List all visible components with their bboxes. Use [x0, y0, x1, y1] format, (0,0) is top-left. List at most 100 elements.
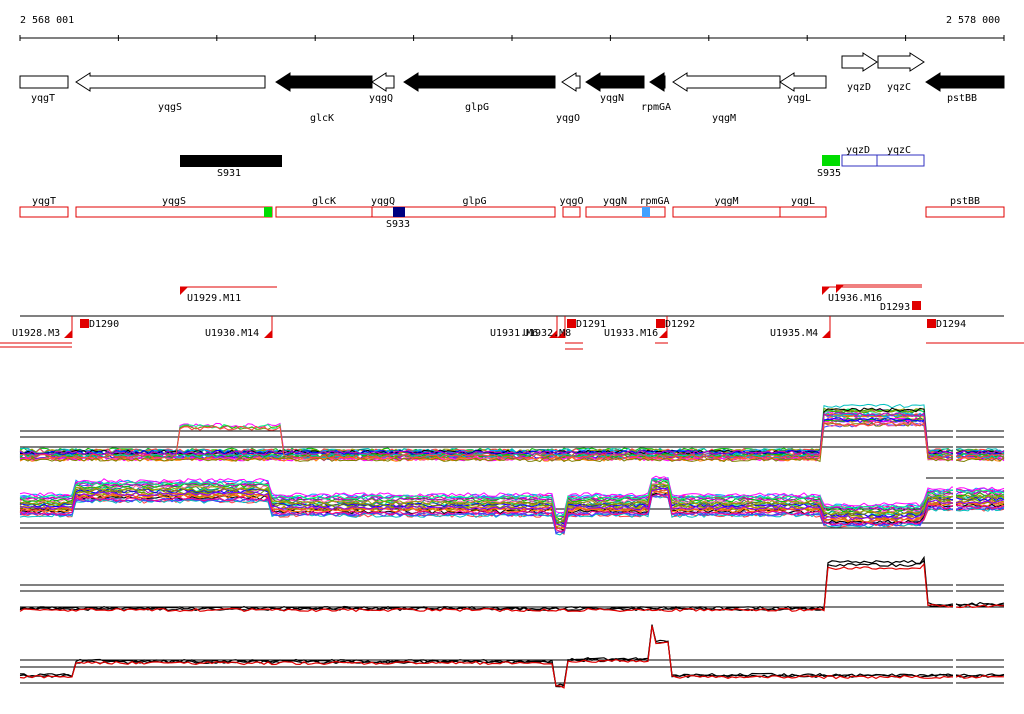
transcript-label-yqgM: yqgM: [714, 196, 738, 207]
blue-box-yqzd: [841, 154, 878, 167]
track2-profile-line: [20, 487, 1005, 528]
down-marker-square: [912, 301, 921, 310]
segment-s933-label: S933: [386, 219, 410, 230]
transcript-label-glcK: glcK: [312, 196, 336, 207]
blue-box-yqzc-label: yqzC: [887, 145, 911, 156]
down-marker-label-D1294: D1294: [936, 319, 966, 330]
down-marker-square: [927, 319, 936, 328]
track2-profile-line: [19, 478, 1005, 518]
track2-profile-line: [19, 493, 1005, 532]
gene-arrow-rpmGA: [649, 72, 666, 92]
downshift-label-U1935.M4: U1935.M4: [770, 328, 818, 339]
down-marker-label-D1292: D1292: [665, 319, 695, 330]
transcript-box-yqgN: [585, 206, 645, 218]
downshift-label-U1928.M3: U1928.M3: [12, 328, 60, 339]
transcript-box-yqgT: [19, 206, 69, 218]
track2-profile-line: [19, 483, 1005, 523]
transcript-label-yqgL: yqgL: [791, 196, 815, 207]
gene-arrow-yqgN: [585, 72, 645, 92]
transcript-box-yqgQ: [371, 206, 395, 218]
gene-arrow-yqgM: [672, 72, 781, 92]
track3-profile-line: [19, 559, 1005, 612]
transcript-box-pstBB: [925, 206, 1005, 218]
transcript-label-pstBB: pstBB: [950, 196, 980, 207]
downshift-flag: [549, 330, 557, 338]
down-marker-label-D1290: D1290: [89, 319, 119, 330]
transcript-label-yqgO: yqgO: [559, 196, 583, 207]
gene-label-rpmGA: rpmGA: [641, 102, 671, 113]
gene-label-glcK: glcK: [310, 113, 334, 124]
gene-arrow-yqgT: [19, 75, 69, 89]
gene-annotation-track: yqgT yqgS glcK yqgQ glpG yqgO yqgN rpmGA yqgM yqg…: [19, 52, 1005, 124]
gene-arrow-yqgQ: [371, 72, 395, 92]
downshift-label-U1932.M8: U1932.M8: [523, 328, 571, 339]
track1-profile-line: [19, 421, 1005, 463]
track1-profile-line: [19, 412, 1005, 456]
transcript-track: yqgT yqgS glcK yqgQ glpG yqgO yqgN rpmGA yqgM yqg…: [19, 196, 1005, 230]
transcript-marker-s933: [393, 207, 405, 217]
transcript-label-yqgN: yqgN: [603, 196, 627, 207]
gene-label-yqgM: yqgM: [712, 113, 736, 124]
gene-arrow-yqzC: [877, 52, 925, 72]
transcript-box-yqgO: [562, 206, 581, 218]
shift-markers-track: U1929.M11 U1936.M16 U1928.M3 U1930.M14 U1931…: [0, 284, 1024, 350]
segment-track: S931 S935 yqzD yqzC: [180, 145, 925, 179]
segment-s935-box: [822, 155, 840, 166]
transcript-label-rpmGA: rpmGA: [639, 196, 669, 207]
upshift-flag-extra: [836, 285, 844, 293]
gene-label-yqzD: yqzD: [847, 82, 871, 93]
transcript-box-yqgM: [672, 206, 781, 218]
gene-arrow-yqgO: [561, 72, 581, 92]
expression-tracks: [19, 400, 1005, 700]
track4-profile-line: [19, 625, 1005, 689]
upshift-label-U1936.M16: U1936.M16: [828, 293, 882, 304]
gene-arrow-glcK: [275, 72, 373, 92]
transcript-marker-green: [264, 207, 272, 217]
transcript-box-yqgL: [779, 206, 827, 218]
coordinate-ruler: 2 568 001 2 578 000: [19, 15, 1005, 41]
transcript-label-yqgQ: yqgQ: [371, 196, 395, 207]
downshift-flag: [659, 330, 667, 338]
track-gap: [953, 400, 956, 700]
gene-label-yqgL: yqgL: [787, 93, 811, 104]
down-marker-label-D1293: D1293: [880, 302, 910, 313]
transcript-box-glpG: [393, 206, 556, 218]
down-marker-label-D1291: D1291: [576, 319, 606, 330]
track3-profile-line: [19, 555, 1005, 611]
ruler-start-label: 2 568 001: [20, 15, 74, 26]
gene-arrow-glpG: [403, 72, 556, 92]
segment-s931-bar: [180, 155, 282, 167]
blue-box-yqzd-label: yqzD: [846, 145, 870, 156]
down-marker-square: [567, 319, 576, 328]
down-marker-square: [656, 319, 665, 328]
gene-label-glpG: glpG: [465, 102, 489, 113]
downshift-label-U1930.M14: U1930.M14: [205, 328, 259, 339]
blue-box-yqzc: [876, 154, 925, 167]
transcript-box-glcK: [275, 206, 373, 218]
downshift-label-U1933.M16: U1933.M16: [604, 328, 658, 339]
ruler-end-label: 2 578 000: [946, 15, 1000, 26]
track2-profile-line: [19, 481, 1005, 520]
upshift-flag: [822, 287, 830, 295]
segment-s931-label: S931: [217, 168, 241, 179]
downshift-flag: [822, 330, 830, 338]
transcript-box-yqgS: [75, 206, 273, 218]
down-marker-square: [80, 319, 89, 328]
downshift-flag: [557, 330, 565, 338]
transcript-label-glpG: glpG: [462, 196, 486, 207]
gene-label-yqgO: yqgO: [556, 113, 580, 124]
gene-label-pstBB: pstBB: [947, 93, 977, 104]
ruler-ticks: [19, 35, 1005, 41]
track3-profile-line: [19, 562, 1005, 613]
transcript-marker-cyan: [642, 207, 650, 217]
downshift-label-U1931.M6: U1931.M6: [490, 328, 538, 339]
downshift-flag: [264, 330, 272, 338]
gene-arrow-yqgL: [779, 72, 827, 92]
gene-label-yqgN: yqgN: [600, 93, 624, 104]
track4-profile-line: [19, 624, 1005, 688]
track1-profile-line: [20, 421, 1004, 459]
gene-label-yqgT: yqgT: [31, 93, 55, 104]
gene-label-yqzC: yqzC: [887, 82, 911, 93]
gene-label-yqgQ: yqgQ: [369, 93, 393, 104]
